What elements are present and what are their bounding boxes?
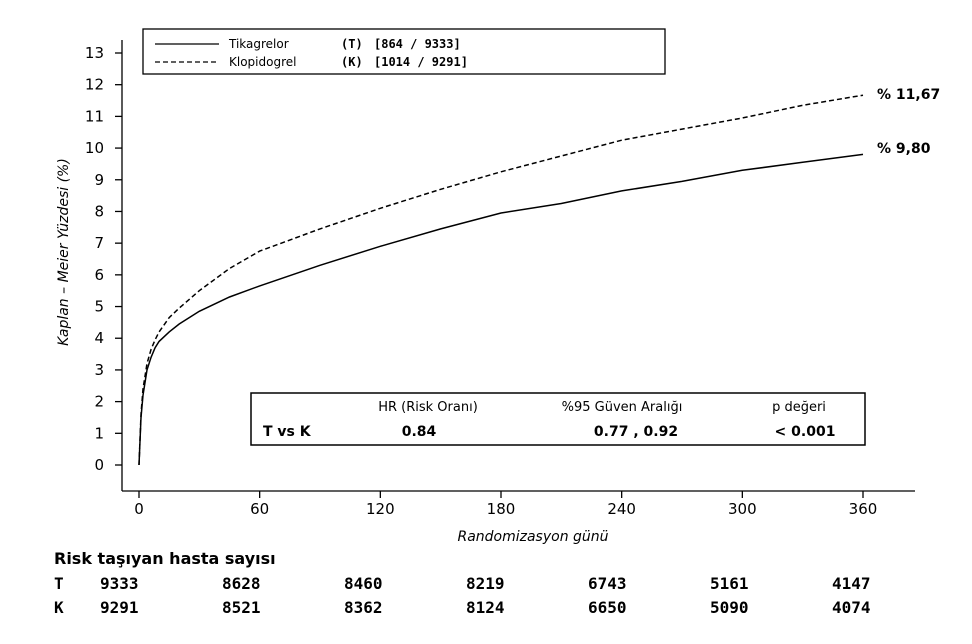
- stats-p-value: < 0.001: [775, 424, 836, 440]
- x-axis-title: Randomizasyon günü: [457, 529, 608, 545]
- risk-cell: 6743: [588, 574, 627, 593]
- x-tick-label: 120: [366, 500, 395, 518]
- legend-abbr-klopidogrel: (K): [341, 55, 363, 69]
- x-tick-label: 240: [607, 500, 636, 518]
- stats-table-box: [250, 392, 866, 446]
- y-tick-label: 10: [85, 139, 104, 157]
- y-tick-label: 6: [94, 266, 104, 284]
- y-tick-label: 1: [94, 424, 104, 442]
- y-tick-label: 5: [94, 298, 104, 316]
- risk-row-t: T 9333 8628 8460 8219 6743 5161 4147: [54, 572, 954, 596]
- y-tick-label: 12: [85, 76, 104, 94]
- y-tick-label: 4: [94, 329, 104, 347]
- series-line-klopidogrel: [138, 94, 864, 466]
- x-tick-label: 300: [728, 500, 757, 518]
- risk-table: Risk taşıyan hasta sayısı T 9333 8628 84…: [54, 546, 954, 620]
- risk-table-title: Risk taşıyan hasta sayısı: [54, 549, 276, 568]
- legend-abbr-tikagrelor: (T): [341, 37, 363, 51]
- stats-header-ci: %95 Güven Aralığı: [562, 400, 683, 415]
- risk-cell: 8628: [222, 574, 261, 593]
- risk-row-k: K 9291 8521 8362 8124 6650 5090 4074: [54, 596, 954, 620]
- risk-cell: 5161: [710, 574, 749, 593]
- risk-cell: 6650: [588, 598, 627, 617]
- y-tick-label: 2: [94, 393, 104, 411]
- stats-row-label: T vs K: [263, 424, 312, 440]
- risk-cell: 9333: [100, 574, 139, 593]
- risk-cell: 4074: [832, 598, 871, 617]
- risk-row-label: K: [54, 598, 64, 617]
- y-tick-label: 13: [85, 44, 104, 62]
- y-tick-label: 11: [85, 107, 104, 125]
- y-axis-title: Kaplan – Meier Yüzdesi (%): [56, 158, 72, 346]
- legend: Tikagrelor (T) [864 / 9333] Klopidogrel …: [142, 28, 666, 75]
- x-ticks: 0 60 120 180 240 300 360: [134, 491, 877, 518]
- risk-cell: 8362: [344, 598, 383, 617]
- legend-name-tikagrelor: Tikagrelor: [228, 37, 289, 51]
- end-label-klopidogrel: % 11,67: [877, 87, 940, 103]
- y-tick-label: 3: [94, 361, 104, 379]
- end-label-tikagrelor: % 9,80: [877, 141, 931, 157]
- risk-cell: 8460: [344, 574, 383, 593]
- stats-header-p: p değeri: [772, 400, 826, 415]
- stats-table: HR (Risk Oranı) %95 Güven Aralığı p değe…: [250, 392, 866, 446]
- risk-cell: 8219: [466, 574, 505, 593]
- x-tick-label: 360: [849, 500, 878, 518]
- x-tick-label: 180: [487, 500, 516, 518]
- legend-name-klopidogrel: Klopidogrel: [229, 55, 296, 69]
- y-tick-label: 8: [94, 202, 104, 220]
- risk-cell: 4147: [832, 574, 871, 593]
- risk-row-label: T: [54, 574, 64, 593]
- stats-hr-value: 0.84: [402, 424, 437, 440]
- y-tick-label: 7: [94, 234, 104, 252]
- risk-cell: 8124: [466, 598, 505, 617]
- stats-header-hr: HR (Risk Oranı): [378, 400, 478, 415]
- series-line-tikagrelor: [138, 153, 864, 466]
- stats-ci-value: 0.77 , 0.92: [594, 424, 678, 440]
- legend-counts-tikagrelor: [864 / 9333]: [374, 37, 461, 51]
- risk-cell: 8521: [222, 598, 261, 617]
- y-tick-label: 9: [94, 171, 104, 189]
- risk-cell: 5090: [710, 598, 749, 617]
- x-tick-label: 60: [250, 500, 269, 518]
- legend-counts-klopidogrel: [1014 / 9291]: [374, 55, 468, 69]
- legend-box: [142, 28, 666, 75]
- x-tick-label: 0: [134, 500, 144, 518]
- risk-cell: 9291: [100, 598, 139, 617]
- y-tick-label: 0: [94, 456, 104, 474]
